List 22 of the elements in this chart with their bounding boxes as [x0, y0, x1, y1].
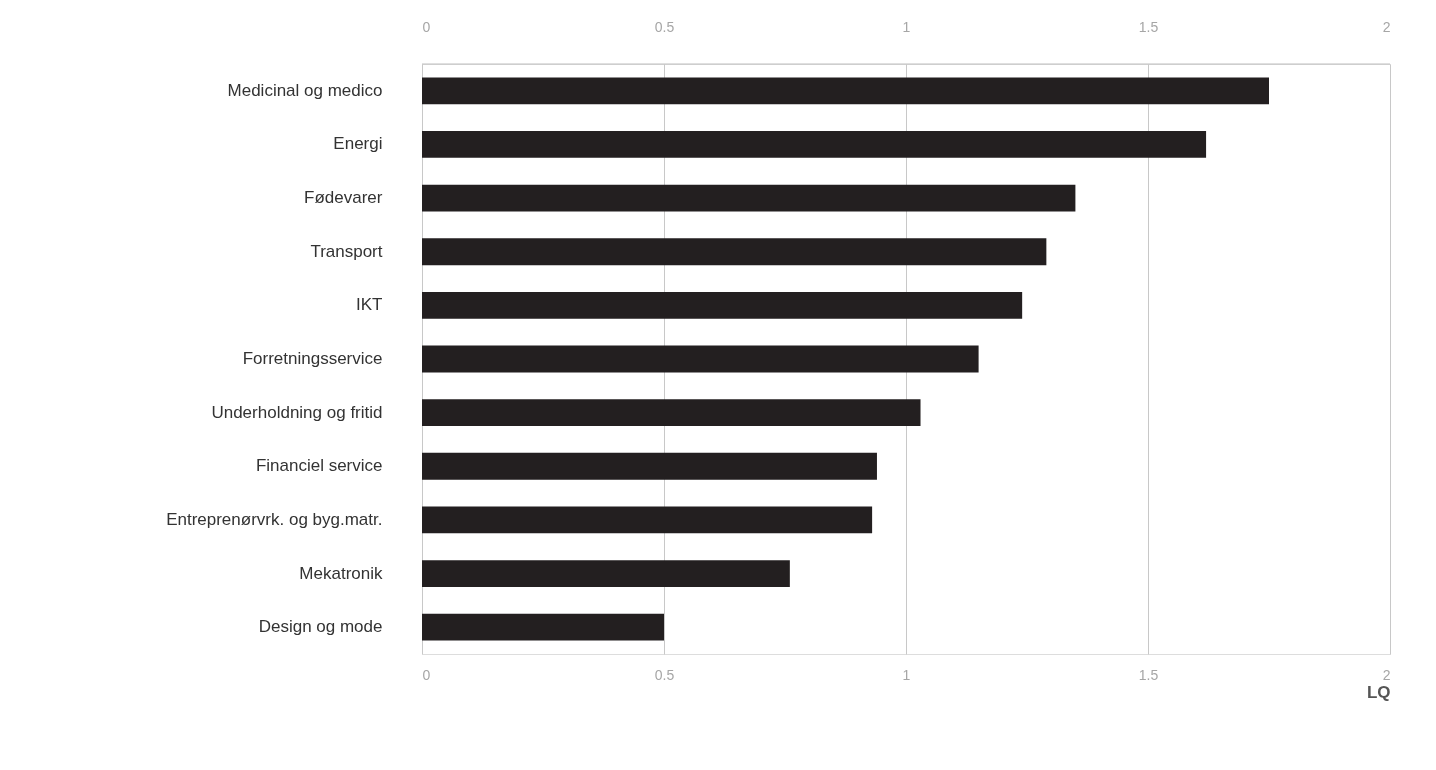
- y-tick-label: Mekatronik: [299, 563, 383, 583]
- x2-tick-label: 1.5: [1138, 18, 1159, 35]
- y-tick-label: IKT: [356, 295, 383, 315]
- x-tick-label: 0: [422, 666, 431, 683]
- y-tick-label: Medicinal og medico: [227, 80, 383, 100]
- x-tick-label: 1.5: [1138, 666, 1159, 683]
- y-tick-label: Transport: [310, 241, 383, 261]
- y-tick-label: Entreprenørvrk. og byg.matr.: [166, 509, 383, 529]
- y-tick-label: Fødevarer: [304, 188, 383, 208]
- x2-tick-label: 0.5: [654, 18, 675, 35]
- x-tick-label: 1: [902, 666, 911, 683]
- y-tick-label: Financiel service: [255, 456, 383, 476]
- y-tick-label: Design og mode: [258, 617, 383, 637]
- x2-tick-label: 1: [902, 18, 911, 35]
- x2-tick-label: 0: [422, 18, 431, 35]
- y-tick-label: Underholdning og fritid: [211, 402, 383, 422]
- x-tick-label: 2: [1382, 666, 1391, 683]
- x-axis-title: LQ: [1366, 682, 1391, 702]
- y-tick-label: Forretningsservice: [242, 349, 383, 368]
- x2-tick-label: 2: [1382, 18, 1391, 35]
- x-tick-label: 0.5: [654, 666, 675, 683]
- y-tick-label: Energi: [333, 134, 383, 154]
